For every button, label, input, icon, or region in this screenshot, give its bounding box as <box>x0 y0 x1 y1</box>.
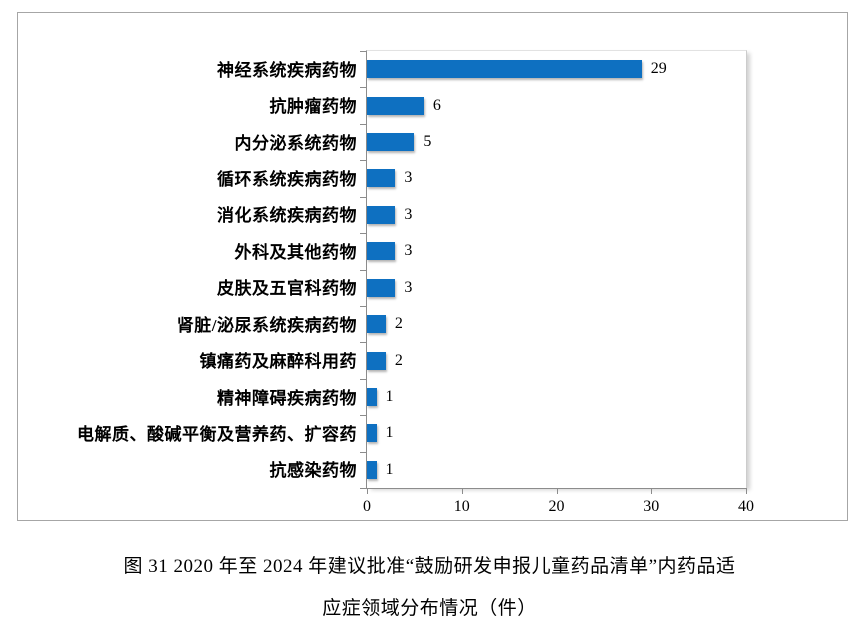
y-axis-tick <box>360 197 367 198</box>
x-axis-tick-label: 10 <box>453 498 470 515</box>
category-label: 内分泌系统药物 <box>234 133 357 153</box>
bar-value-label: 1 <box>385 424 394 442</box>
y-axis-tick <box>360 51 367 52</box>
category-label: 循环系统疾病药物 <box>217 169 357 189</box>
bar-row: 2 <box>367 306 746 342</box>
category-label: 消化系统疾病药物 <box>217 206 357 226</box>
category-label: 皮肤及五官科药物 <box>217 279 357 299</box>
bar-row: 3 <box>367 233 746 269</box>
y-axis-tick <box>360 270 367 271</box>
y-axis-tick <box>360 87 367 88</box>
y-axis-tick <box>360 306 367 307</box>
chart-frame: 神经系统疾病药物抗肿瘤药物内分泌系统药物循环系统疾病药物 消化系统疾病药物外科及其… <box>17 12 848 521</box>
category-label: 外科及其他药物 <box>234 242 357 262</box>
y-axis-tick <box>360 379 367 380</box>
x-axis-tick <box>651 488 653 494</box>
bar-row: 29 <box>367 51 746 87</box>
bar <box>367 242 396 261</box>
bar <box>367 169 396 188</box>
bar <box>367 278 396 297</box>
x-axis-tick <box>367 488 368 494</box>
bar-row: 1 <box>367 379 746 415</box>
category-label: 电解质、酸碱平衡及营养药、扩容药 <box>77 424 357 444</box>
bar-value-label: 29 <box>650 60 667 78</box>
category-label: 肾脏/泌尿系统疾病药物 <box>176 315 357 335</box>
category-label: 抗感染药物 <box>269 461 357 481</box>
category-label: 镇痛药及麻醉科用药 <box>199 352 357 372</box>
bar <box>367 460 377 479</box>
bar-row: 1 <box>367 415 746 451</box>
bar <box>367 424 377 443</box>
figure-caption-line1: 图 31 2020 年至 2024 年建议批准“鼓励研发申报儿童药品清单”内药品… <box>123 556 736 577</box>
bar <box>367 351 386 370</box>
x-axis-tick-label: 30 <box>643 498 660 515</box>
y-axis-tick <box>360 488 367 489</box>
bar-value-label: 1 <box>385 388 394 405</box>
figure-caption-line2: 应症领域分布情况（件） <box>322 598 537 619</box>
category-label: 精神障碍疾病药物 <box>217 388 357 408</box>
bar <box>367 96 424 115</box>
bar <box>367 60 642 79</box>
x-axis-tick-label: 0 <box>363 498 371 515</box>
bar <box>367 315 386 334</box>
bar-value-label: 3 <box>404 205 413 223</box>
category-label: 神经系统疾病药物 <box>217 60 357 80</box>
category-label: 抗肿瘤药物 <box>269 97 357 117</box>
x-axis-tick <box>461 488 463 494</box>
bar-series: 29 6 5 3 3 3 3 2 2 1 1 1 <box>367 51 746 488</box>
y-axis-tick <box>360 452 367 453</box>
bar-value-label: 3 <box>404 169 413 187</box>
category-axis-labels: 神经系统疾病药物抗肿瘤药物内分泌系统药物循环系统疾病药物 消化系统疾病药物外科及其… <box>18 50 357 487</box>
bar-row: 6 <box>367 87 746 123</box>
y-axis-tick <box>360 160 367 161</box>
y-axis-tick <box>360 342 367 343</box>
bar-value-label: 2 <box>394 315 403 333</box>
bar-value-label: 6 <box>432 96 441 114</box>
bar-value-label: 1 <box>385 460 394 478</box>
bar <box>367 388 377 406</box>
bar-row: 3 <box>367 160 746 196</box>
bar <box>367 205 396 224</box>
bar-row: 3 <box>367 270 746 306</box>
bar <box>367 133 415 152</box>
bar-row: 5 <box>367 124 746 160</box>
plot-area: 29 6 5 3 3 3 3 2 2 1 1 1 0 10 20 30 40 <box>360 50 754 515</box>
x-axis-tick-label: 40 <box>738 498 754 515</box>
bar-row: 2 <box>367 342 746 378</box>
bar-value-label: 3 <box>404 242 413 260</box>
bar-value-label: 2 <box>394 351 403 369</box>
bar-row: 1 <box>367 452 746 488</box>
bar-row: 3 <box>367 197 746 233</box>
bar-value-label: 5 <box>423 133 432 151</box>
bar-value-label: 3 <box>404 278 413 296</box>
y-axis-tick <box>360 124 367 125</box>
x-axis-tick-label: 20 <box>548 498 565 515</box>
x-axis-tick <box>746 488 747 494</box>
y-axis-tick <box>360 415 367 416</box>
x-axis-tick <box>556 488 558 494</box>
y-axis-tick <box>360 233 367 234</box>
